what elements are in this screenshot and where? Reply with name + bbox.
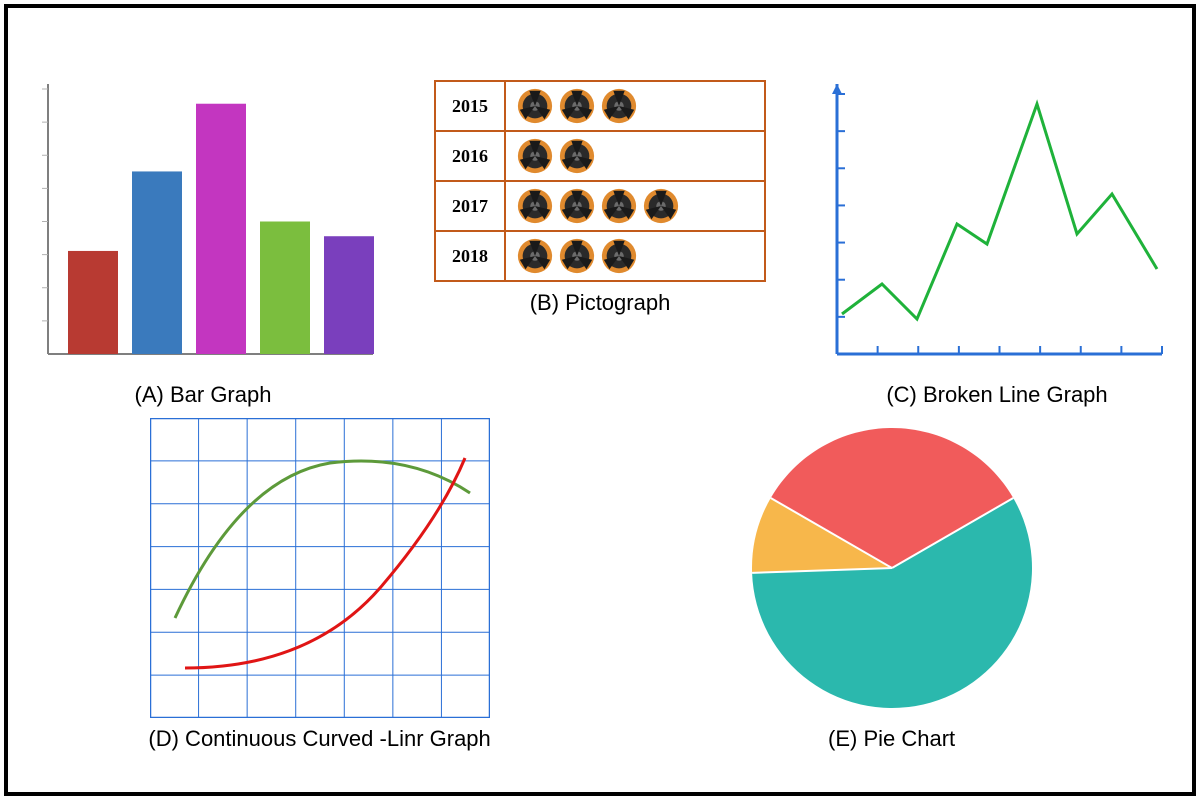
panel-pie: (E) Pie Chart xyxy=(732,418,1052,752)
pictograph-row: 2016 xyxy=(435,131,765,181)
propeller-icon xyxy=(642,187,680,225)
pictograph-icons xyxy=(505,131,765,181)
propeller-icon xyxy=(516,237,554,275)
propeller-icon xyxy=(516,187,554,225)
propeller-icon xyxy=(558,87,596,125)
pictograph-icons xyxy=(505,81,765,131)
panel-curve: (D) Continuous Curved -Linr Graph xyxy=(148,418,490,752)
pictograph-row: 2018 xyxy=(435,231,765,281)
pictograph-year: 2017 xyxy=(435,181,505,231)
panel-pictograph: 2015201620172018 (B) Pictograph xyxy=(434,80,766,316)
panel-line: (C) Broken Line Graph xyxy=(822,74,1172,408)
propeller-icon xyxy=(516,87,554,125)
row-top: (A) Bar Graph 2015201620172018 (B) Picto… xyxy=(28,28,1172,408)
row-bottom: (D) Continuous Curved -Linr Graph (E) Pi… xyxy=(28,418,1172,788)
propeller-icon xyxy=(600,87,638,125)
propeller-icon xyxy=(558,237,596,275)
caption-bar: (A) Bar Graph xyxy=(135,382,272,408)
pictograph-year: 2018 xyxy=(435,231,505,281)
propeller-icon xyxy=(600,237,638,275)
propeller-icon xyxy=(600,187,638,225)
pictograph-table: 2015201620172018 xyxy=(434,80,766,282)
pie-chart xyxy=(732,418,1052,718)
propeller-icon xyxy=(558,187,596,225)
bar-chart xyxy=(28,74,378,374)
caption-pictograph: (B) Pictograph xyxy=(530,290,671,316)
propeller-icon xyxy=(558,137,596,175)
pictograph-row: 2017 xyxy=(435,181,765,231)
caption-pie: (E) Pie Chart xyxy=(828,726,955,752)
curve-chart xyxy=(150,418,490,718)
outer-frame: (A) Bar Graph 2015201620172018 (B) Picto… xyxy=(4,4,1196,796)
line-chart xyxy=(822,74,1172,374)
pictograph-year: 2016 xyxy=(435,131,505,181)
pictograph-icons xyxy=(505,181,765,231)
caption-line: (C) Broken Line Graph xyxy=(886,382,1107,408)
propeller-icon xyxy=(516,137,554,175)
panel-bar: (A) Bar Graph xyxy=(28,74,378,408)
pictograph-year: 2015 xyxy=(435,81,505,131)
pictograph-row: 2015 xyxy=(435,81,765,131)
pictograph-icons xyxy=(505,231,765,281)
caption-curve: (D) Continuous Curved -Linr Graph xyxy=(148,726,490,752)
